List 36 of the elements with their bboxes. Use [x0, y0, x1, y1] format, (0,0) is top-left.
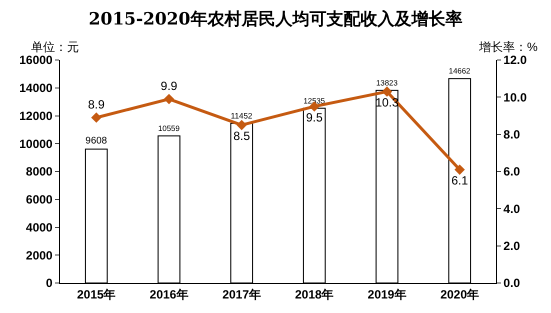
point — [236, 120, 247, 130]
y-tick-label: 0 — [46, 276, 53, 290]
y-tick-label: 12000 — [19, 108, 53, 123]
data-label: 9.5 — [306, 110, 323, 124]
y-tick-label: 8000 — [26, 164, 53, 179]
data-label: 8.5 — [233, 129, 250, 144]
y2-tick-label: 8.0 — [503, 128, 520, 142]
y-tick-label: 4000 — [26, 220, 53, 234]
y2-tick-label: 10.0 — [503, 90, 528, 104]
y2-tick-label: 0.0 — [503, 276, 520, 290]
y2-tick-label: 4.0 — [503, 202, 520, 216]
point — [164, 94, 174, 104]
x-tick-label: 2017年 — [222, 287, 262, 302]
x-tick-label: 2020年 — [440, 287, 480, 302]
y-tick-label: 10000 — [19, 136, 53, 151]
point — [454, 164, 465, 175]
y2-tick-label: 12.0 — [503, 53, 528, 68]
point — [91, 112, 102, 123]
y2-tick-label: 2.0 — [503, 239, 520, 254]
x-tick-label: 2019年 — [368, 287, 406, 302]
y-tick-label: 6000 — [26, 192, 53, 207]
chart-title: 2015-2020年农村居民人均可支配收入及增长率 — [88, 9, 462, 30]
y2-axis-title: 增长率：% — [478, 40, 538, 54]
y-tick-label: 14000 — [19, 81, 53, 96]
y-axis-title: 单位：元 — [31, 40, 79, 54]
y-tick-label: 16000 — [19, 53, 53, 68]
data-label: 6.1 — [451, 174, 468, 188]
data-label: 9608 — [85, 136, 107, 147]
data-label: 8.9 — [88, 98, 105, 112]
y2-tick-label: 6.0 — [503, 164, 520, 179]
x-tick-label: 2018年 — [294, 287, 334, 302]
y-tick-label: 2000 — [26, 248, 53, 262]
x-tick-label: 2016年 — [150, 287, 188, 302]
data-label: 9.9 — [160, 79, 178, 94]
x-tick-label: 2015年 — [76, 287, 116, 302]
point — [382, 86, 392, 97]
